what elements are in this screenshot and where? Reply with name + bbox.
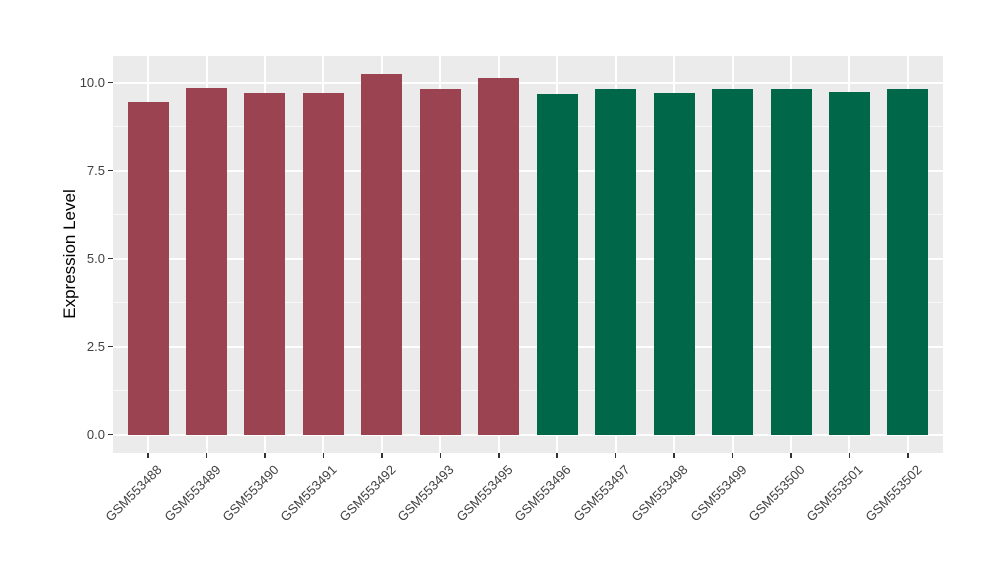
x-axis-tick-label: GSM553488: [102, 461, 165, 524]
x-axis-tick-label: GSM553490: [219, 461, 282, 524]
bar: [653, 93, 695, 435]
x-axis-tick-label: GSM553489: [160, 461, 224, 524]
bar: [770, 89, 812, 435]
bar: [828, 91, 870, 435]
gridline-horizontal-major: [113, 81, 943, 84]
x-axis-tick-label: GSM553501: [803, 461, 867, 524]
gridline-horizontal-major: [113, 433, 943, 436]
y-axis-title: Expression Level: [60, 189, 79, 319]
gridline-horizontal-major: [113, 257, 943, 260]
gridline-horizontal-major: [113, 169, 943, 172]
bar: [244, 92, 286, 435]
gridline-horizontal-major: [113, 345, 943, 348]
x-axis-tick-label: GSM553492: [336, 461, 399, 524]
y-axis-tick-label: 7.5: [86, 162, 105, 178]
x-axis-tick-mark: [322, 452, 325, 458]
x-axis-tick-mark: [614, 452, 617, 458]
x-axis-tick-mark: [673, 452, 675, 458]
x-axis-tick-label: GSM553499: [686, 461, 750, 524]
plot-panel: [113, 56, 943, 453]
y-axis-tick-label: 5.0: [86, 250, 105, 266]
x-axis-tick-label: GSM553491: [277, 461, 341, 524]
gridline-horizontal-minor: [113, 302, 943, 304]
y-axis-tick-label: 0.0: [86, 426, 105, 442]
x-axis-tick-mark: [439, 452, 442, 458]
x-axis-tick-mark: [205, 452, 208, 458]
bar: [419, 89, 461, 435]
gridline-horizontal-minor: [113, 214, 943, 216]
x-axis-tick-mark: [556, 452, 558, 458]
bar: [536, 93, 578, 435]
gridline-horizontal-minor: [113, 126, 943, 128]
x-axis-tick-label: GSM553502: [862, 461, 925, 524]
x-axis-tick-mark: [848, 452, 851, 458]
x-axis-tick-mark: [264, 452, 266, 458]
y-axis-tick-mark: [108, 345, 113, 348]
x-axis-tick-label: GSM553496: [511, 461, 574, 524]
x-axis-tick-mark: [381, 452, 383, 458]
x-axis-tick-label: GSM553497: [570, 461, 633, 524]
y-axis-tick-mark: [108, 81, 113, 84]
x-axis-tick-label: GSM553493: [394, 461, 457, 524]
x-axis-tick-mark: [731, 452, 734, 458]
bar: [302, 92, 344, 435]
bar: [127, 102, 169, 435]
y-axis-tick-label: 10.0: [79, 74, 105, 90]
bar: [361, 74, 403, 435]
x-axis-tick-mark: [147, 452, 149, 458]
y-axis-tick-mark: [108, 169, 113, 172]
gridline-horizontal-minor: [113, 390, 943, 392]
bar: [595, 89, 637, 435]
x-axis-tick-label: GSM553498: [628, 461, 691, 524]
y-axis-tick-label: 2.5: [86, 338, 105, 354]
y-axis-tick-mark: [108, 257, 113, 260]
bar: [186, 88, 228, 435]
x-axis-tick-mark: [790, 452, 792, 458]
bar: [887, 89, 929, 435]
x-axis-tick-label: GSM553495: [453, 461, 516, 524]
x-axis-tick-mark: [498, 452, 500, 458]
bar: [712, 89, 754, 435]
x-axis-tick-label: GSM553500: [745, 461, 808, 524]
y-axis-tick-mark: [108, 433, 113, 436]
x-axis-tick-mark: [907, 452, 909, 458]
bar: [478, 78, 520, 435]
